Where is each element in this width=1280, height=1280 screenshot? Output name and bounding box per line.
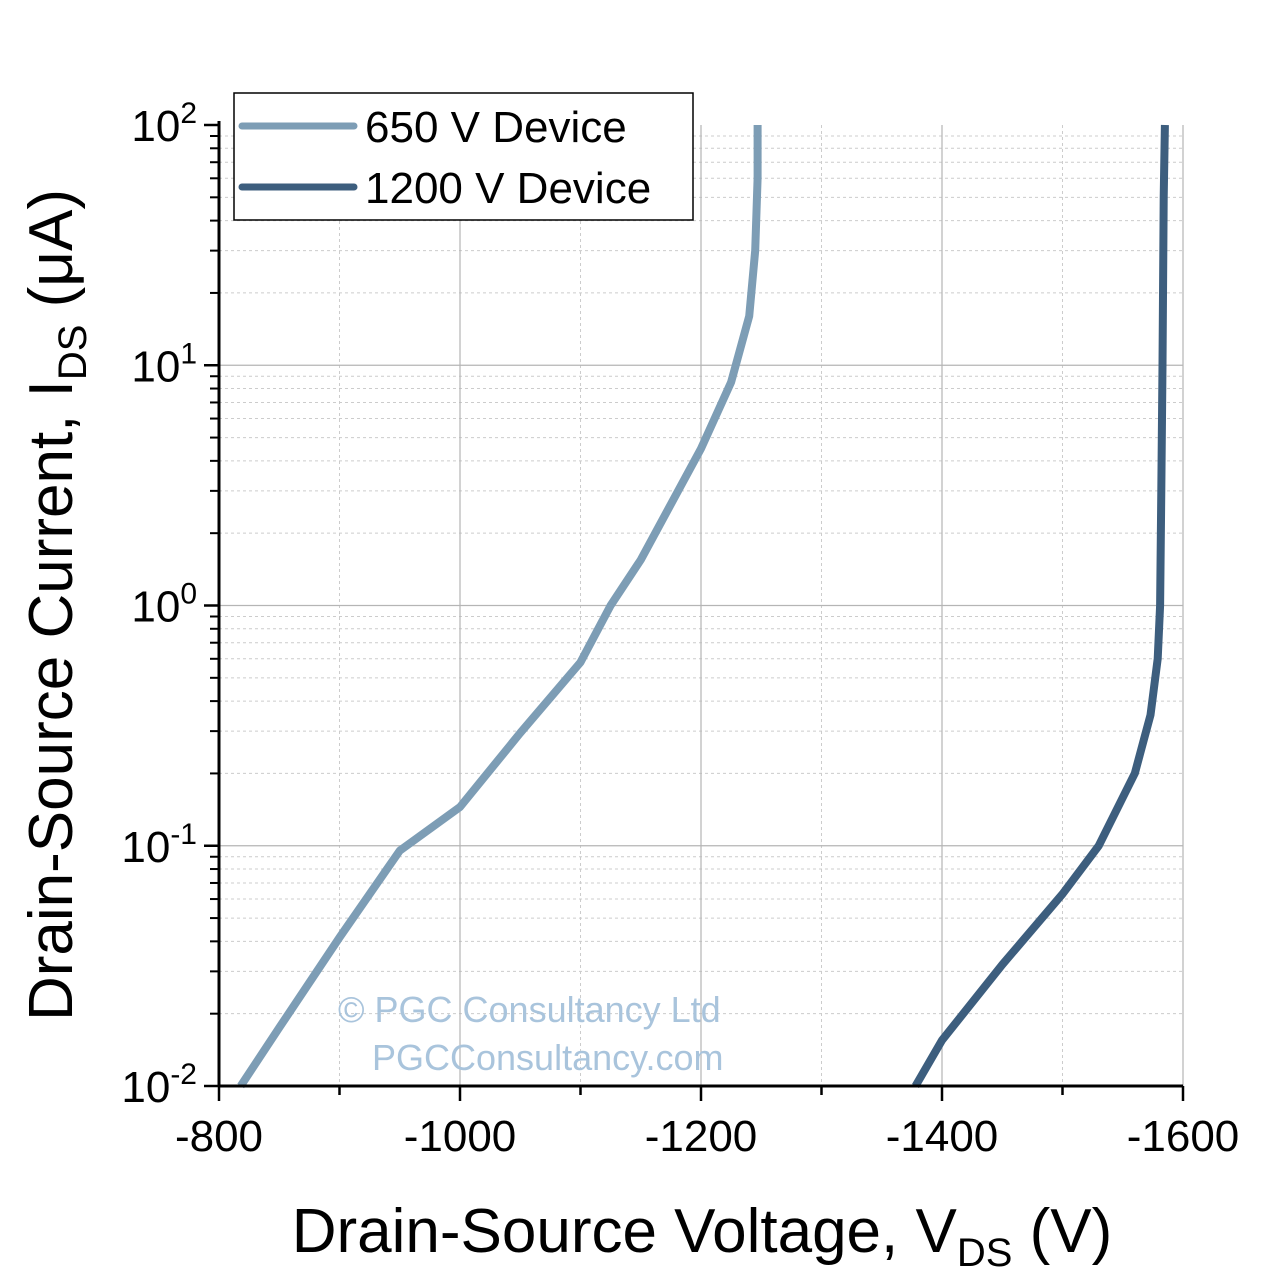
x-tick-label: -1600 (1127, 1112, 1240, 1161)
watermark-line-2: PGCConsultancy.com (372, 1037, 723, 1078)
y-axis-title-main: Drain-Source Current, I (17, 380, 86, 1021)
series-layer (237, 124, 1169, 1089)
x-tick-label: -1000 (404, 1112, 517, 1161)
x-axis-title: Drain-Source Voltage, VDS (V) (292, 1197, 1113, 1275)
legend-box (233, 92, 694, 221)
y-axis-title-unit: (μA) (17, 189, 86, 325)
x-tick-label: -800 (175, 1112, 263, 1161)
y-tick-label: 10-2 (121, 1058, 197, 1112)
y-tick-label: 10-1 (121, 818, 197, 872)
legend-label-1200v: 1200 V Device (365, 164, 651, 213)
watermark-line-1: © PGC Consultancy Ltd (338, 989, 721, 1030)
y-tick-label: 100 (131, 578, 197, 632)
series-line-650v (237, 125, 762, 1089)
y-axis-title: Drain-Source Current, IDS (μA) (17, 189, 95, 1021)
legend: 650 V Device 1200 V Device (233, 92, 694, 221)
x-axis-title-subscript: DS (957, 1231, 1013, 1275)
y-axis-title-subscript: DS (51, 325, 95, 381)
ticks (204, 123, 1185, 1101)
x-tick-label: -1200 (645, 1112, 758, 1161)
y-tick-label: 102 (131, 97, 197, 151)
x-tick-label: -1400 (886, 1112, 999, 1161)
x-axis-title-main: Drain-Source Voltage, V (292, 1197, 958, 1266)
legend-label-650v: 650 V Device (365, 103, 627, 152)
grid-major (219, 125, 1184, 1086)
tick-labels: -800 -1000 -1200 -1400 -1600 10-2 10-1 100 101 10… (121, 97, 1239, 1161)
y-tick-label: 101 (131, 337, 197, 391)
x-axis-title-unit: (V) (1012, 1197, 1112, 1266)
series-line-1200v (912, 124, 1169, 1089)
